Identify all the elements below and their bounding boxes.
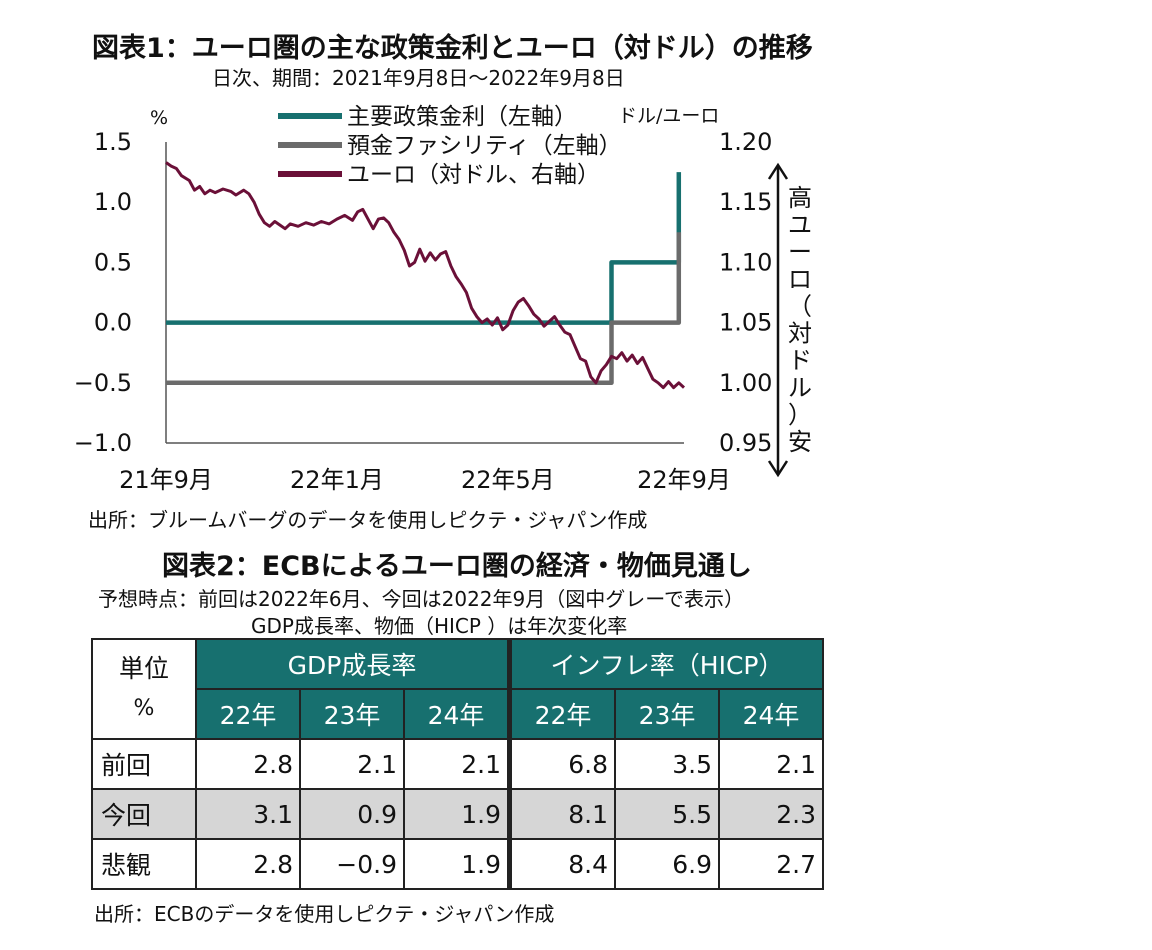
group-header-inflation: インフレ率（HICP）: [507, 638, 824, 690]
side-label-char: 対: [788, 320, 812, 348]
side-label-char: ユ: [788, 211, 812, 239]
table-cell: 2.7: [718, 838, 824, 890]
right-tick-label: 1.05: [719, 309, 772, 337]
row-label: 悲観: [91, 838, 197, 890]
unit-value: %: [133, 696, 155, 721]
right-tick-label: 1.00: [719, 369, 772, 397]
table-cell: 2.1: [403, 738, 511, 790]
figure1-title: 図表1：ユーロ圏の主な政策金利とユーロ（対ドル）の推移: [92, 33, 813, 64]
table-cell: 2.1: [718, 738, 824, 790]
series-line-1: [166, 232, 682, 386]
right-tick-label: 0.95: [719, 429, 772, 457]
side-label-char: 高: [788, 184, 812, 212]
series-line-2: [165, 161, 686, 390]
table-cell: 1.9: [403, 788, 511, 840]
left-tick-label: 1.0: [94, 188, 132, 216]
arrow-up-icon: [767, 162, 789, 180]
right-tick-label: 1.20: [719, 128, 772, 156]
unit-cell: 単位 %: [91, 638, 197, 740]
year-header: 24年: [718, 688, 824, 740]
figure2-note-rates: GDP成長率、物価（HICP ）は年次変化率: [251, 614, 628, 638]
table-cell: 6.9: [614, 838, 720, 890]
legend-label: ユーロ（対ドル、右軸）: [347, 162, 600, 188]
unit-label: 単位: [118, 654, 169, 683]
row-label: 前回: [91, 738, 197, 790]
side-label-char: 安: [788, 428, 812, 456]
side-label-char: ロ: [788, 265, 812, 293]
left-axis-unit: %: [150, 107, 168, 129]
x-tick-label: 22年1月: [290, 466, 384, 494]
year-header: 24年: [403, 688, 511, 740]
legend-label: 主要政策金利（左軸）: [347, 104, 577, 130]
table-cell: 5.5: [614, 788, 720, 840]
table-cell: 3.5: [614, 738, 720, 790]
table-cell: 2.1: [299, 738, 405, 790]
table-row-current: 今回 3.1 0.9 1.9 8.1 5.5 2.3: [91, 788, 824, 840]
table-cell: 2.8: [195, 838, 301, 890]
table-cell: −0.9: [299, 838, 405, 890]
year-header: 23年: [614, 688, 720, 740]
ecb-forecast-table: 単位 % GDP成長率 インフレ率（HICP） 22年 23年 24年 22年 …: [91, 638, 824, 890]
figure1-subtitle: 日次、期間：2021年9月8日～2022年9月8日: [212, 66, 625, 90]
side-label-char: ー: [788, 238, 812, 266]
side-label-char: ル: [788, 374, 812, 402]
legend-label: 預金ファシリティ（左軸）: [347, 133, 622, 159]
table-cell: 0.9: [299, 788, 405, 840]
x-tick-label: 22年5月: [461, 466, 555, 494]
table-row-previous: 前回 2.8 2.1 2.1 6.8 3.5 2.1: [91, 738, 824, 790]
left-tick-label: 0.0: [94, 309, 132, 337]
table-row-pessimistic: 悲観 2.8 −0.9 1.9 8.4 6.9 2.7: [91, 838, 824, 890]
table-cell: 2.8: [195, 738, 301, 790]
figure2-source: 出所：ECBのデータを使用しピクテ・ジャパン作成: [94, 902, 555, 926]
table-cell: 2.3: [718, 788, 824, 840]
side-label-char: ）: [788, 401, 812, 429]
side-label-char: （: [788, 292, 812, 320]
left-tick-label: −1.0: [74, 429, 132, 457]
left-tick-label: 0.5: [94, 248, 132, 276]
table-cell: 8.4: [507, 838, 616, 890]
year-header: 22年: [507, 688, 616, 740]
table-cell: 6.8: [507, 738, 616, 790]
right-tick-label: 1.10: [719, 248, 772, 276]
policy-rate-euro-chart: 1.5 1.0 0.5 0.0 −0.5 −1.0% 1.20 1.15 1.10 1.05 1.0…: [74, 104, 812, 494]
x-tick-label: 21年9月: [119, 466, 213, 494]
figure1-source: 出所：ブルームバーグのデータを使用しピクテ・ジャパン作成: [88, 508, 648, 532]
figure2-title: 図表2：ECBによるユーロ圏の経済・物価見通し: [162, 551, 752, 582]
figure2-note-forecast-time: 予想時点：前回は2022年6月、今回は2022年9月（図中グレーで表示）: [98, 587, 745, 611]
left-tick-label: −0.5: [74, 369, 132, 397]
table-cell: 1.9: [403, 838, 511, 890]
x-tick-label: 22年9月: [637, 466, 731, 494]
right-axis-unit: ドル/ユーロ: [618, 105, 719, 127]
group-header-gdp: GDP成長率: [195, 638, 511, 690]
right-tick-label: 1.15: [719, 188, 772, 216]
series-line-0: [166, 172, 682, 325]
year-header: 22年: [195, 688, 301, 740]
left-tick-label: 1.5: [94, 128, 132, 156]
arrow-down-icon: [767, 460, 789, 478]
row-label: 今回: [91, 788, 197, 840]
table-cell: 3.1: [195, 788, 301, 840]
table-cell: 8.1: [507, 788, 616, 840]
side-label-char: ド: [788, 347, 812, 375]
year-header: 23年: [299, 688, 405, 740]
